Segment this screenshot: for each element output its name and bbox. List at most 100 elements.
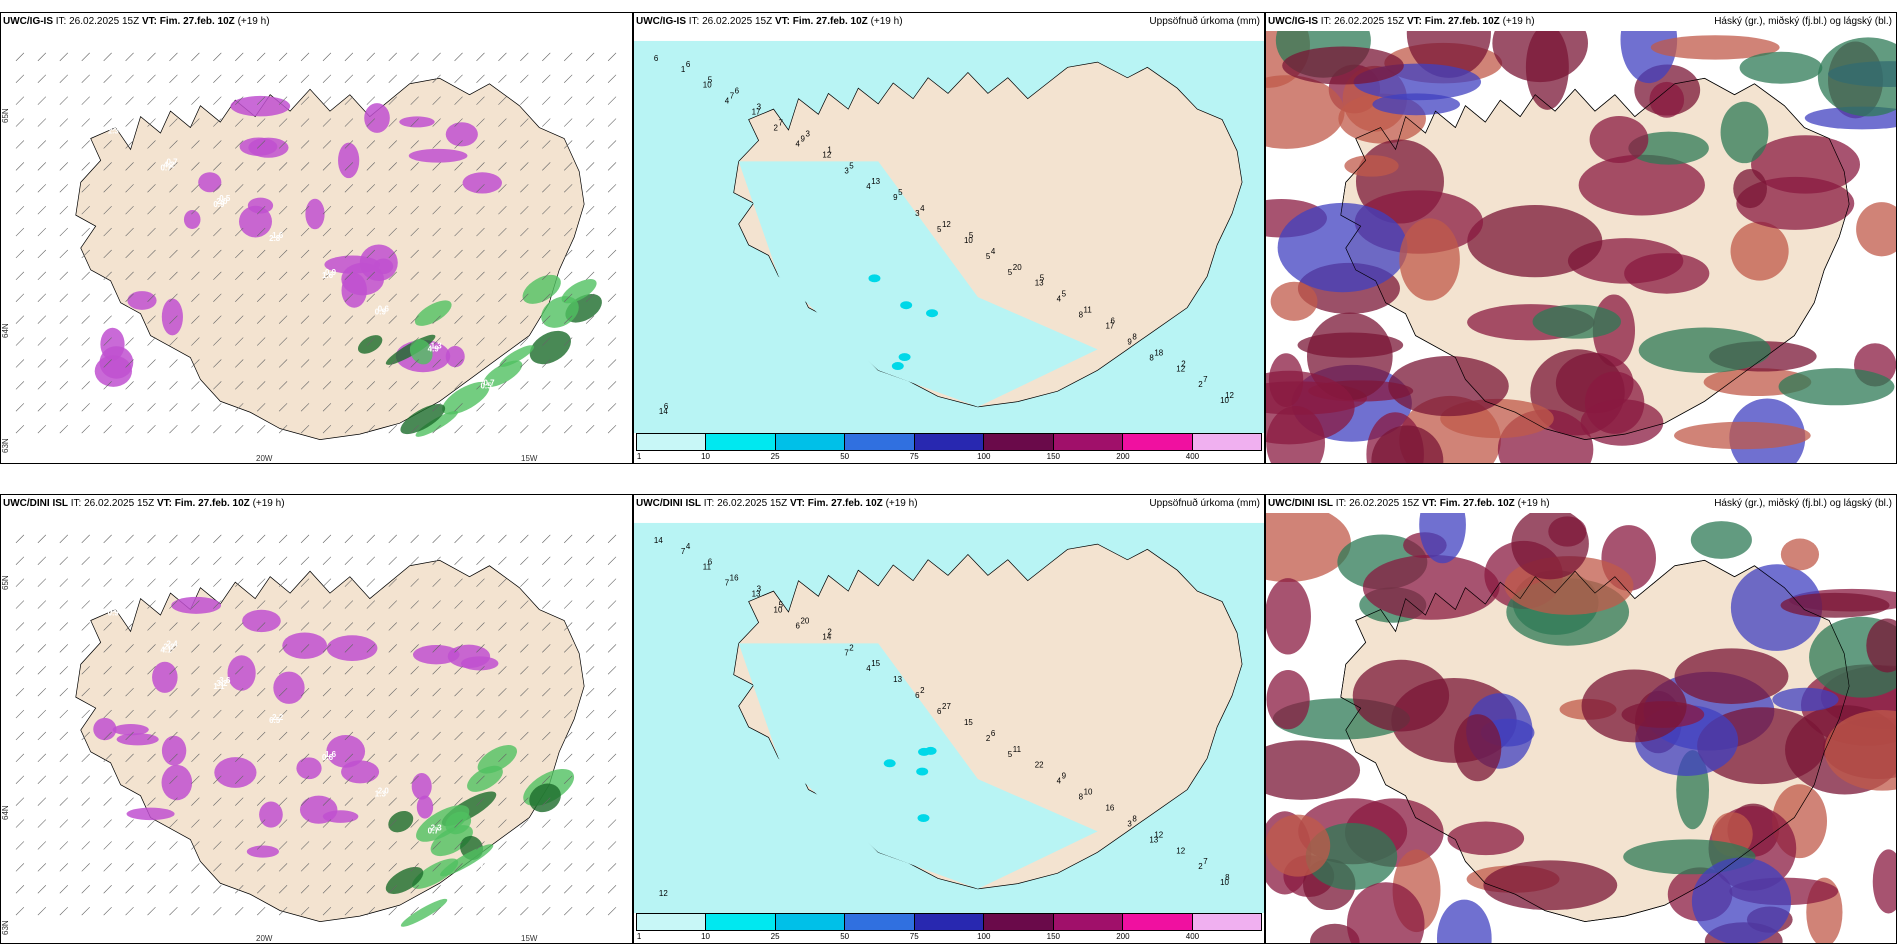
- wind-barb: [542, 819, 551, 828]
- wind-barb: [81, 687, 90, 697]
- green-blob: [440, 844, 494, 877]
- wind-barb: [542, 118, 551, 127]
- wind-barb: [542, 841, 551, 850]
- green-blob: [477, 745, 518, 774]
- wind-barb: [542, 52, 551, 62]
- wind-barb: [564, 424, 573, 434]
- wind-barb: [344, 644, 354, 653]
- wind-barb: [37, 709, 47, 719]
- wind-barb: [15, 118, 25, 127]
- precip-value-label: 4: [866, 664, 871, 673]
- wind-barb: [322, 600, 332, 609]
- wind-barb: [81, 424, 90, 434]
- wind-barb: [498, 74, 507, 83]
- wind-barb: [278, 162, 288, 171]
- wind-value-label: 4.9: [428, 345, 440, 354]
- precip-value-label: 3: [1127, 819, 1132, 828]
- wind-barb: [191, 381, 200, 390]
- wind-barb: [81, 906, 90, 916]
- wind-barb: [191, 140, 200, 149]
- precip-blob: [247, 197, 274, 214]
- wind-barb: [520, 359, 529, 368]
- wind-barb: [344, 162, 354, 171]
- wind-barb: [454, 775, 463, 784]
- wind-barb: [322, 644, 332, 653]
- wind-value-label: 2.0: [378, 787, 390, 796]
- wind-barb: [432, 841, 441, 850]
- wind-barb: [366, 359, 376, 368]
- wind-barb: [498, 184, 507, 193]
- wind-barb: [366, 687, 376, 697]
- wind-barb: [37, 271, 47, 281]
- wind-barb: [256, 403, 266, 412]
- wind-barb: [125, 337, 134, 346]
- wind-barb: [498, 381, 507, 390]
- wind-barb: [344, 315, 354, 324]
- wind-barb: [585, 162, 595, 171]
- wind-barb: [344, 381, 354, 390]
- wind-barb: [432, 556, 441, 565]
- cloud-blob: [1733, 169, 1767, 209]
- wind-barb: [15, 359, 25, 368]
- wind-barb: [585, 863, 595, 872]
- wind-barb: [344, 205, 354, 215]
- cloud-blob: [1772, 687, 1839, 712]
- precip-value-label: 10: [774, 606, 783, 615]
- wind-barb: [147, 249, 156, 259]
- wind-barb: [278, 118, 288, 127]
- precip-blob: [326, 735, 366, 768]
- wind-barb: [366, 885, 376, 894]
- wind-barb: [147, 644, 156, 653]
- wind-barb: [213, 184, 222, 193]
- wind-barb: [169, 205, 178, 215]
- wind-barb: [147, 797, 156, 806]
- precip-value-label: 12: [942, 220, 951, 229]
- wind-barb: [322, 96, 332, 105]
- precip-value-label: 2: [1181, 359, 1186, 368]
- wind-barb: [147, 315, 156, 324]
- precip-blob: [364, 103, 390, 133]
- wind-barb: [278, 381, 288, 390]
- wind-barb: [235, 709, 244, 719]
- precip-value-label: 3: [915, 209, 920, 218]
- wind-value-label: 0.8: [480, 863, 492, 872]
- wind-barb: [542, 315, 551, 324]
- wind-barb: [410, 359, 419, 368]
- wind-barb: [235, 534, 244, 544]
- cloud-blob: [1628, 131, 1709, 165]
- wind-barb: [147, 184, 156, 193]
- wind-barb: [147, 140, 156, 149]
- wind-barb: [213, 753, 222, 763]
- wind-barb: [278, 600, 288, 609]
- wind-barb: [256, 140, 266, 149]
- wind-barb: [432, 578, 441, 587]
- wind-barb: [125, 227, 134, 237]
- wind-barb: [15, 249, 25, 259]
- wind-barb: [432, 797, 441, 806]
- colorbar-cell: [1123, 914, 1193, 930]
- precip-value-label: 4: [920, 204, 925, 213]
- wind-barb: [125, 205, 134, 215]
- wind-barb: [410, 863, 419, 872]
- precip-blob: [227, 655, 256, 691]
- wind-value-label: 2.0: [483, 860, 495, 869]
- wind-barb: [454, 731, 463, 741]
- wind-barb: [454, 381, 463, 390]
- row2-precip-panel: UWC/DINI ISL IT: 26.02.2025 15Z VT: Fim.…: [633, 494, 1265, 944]
- wind-barb: [344, 424, 354, 434]
- wind-barb: [585, 885, 595, 894]
- wind-barb: [498, 906, 507, 916]
- wind-barb: [191, 337, 200, 346]
- wind-barb: [388, 140, 397, 149]
- wind-barb: [213, 885, 222, 894]
- wind-barb: [147, 424, 156, 434]
- precip-blob: [305, 198, 325, 230]
- wind-barb: [103, 885, 112, 894]
- wind-barb: [322, 249, 332, 259]
- green-blob: [388, 810, 414, 833]
- panel-header: UWC/IG-IS IT: 26.02.2025 15Z VT: Fim. 27…: [1, 13, 632, 31]
- wind-barb: [520, 74, 529, 83]
- precip-value-label: 11: [1013, 745, 1022, 754]
- wind-barb: [300, 731, 310, 741]
- wind-barb: [432, 775, 441, 784]
